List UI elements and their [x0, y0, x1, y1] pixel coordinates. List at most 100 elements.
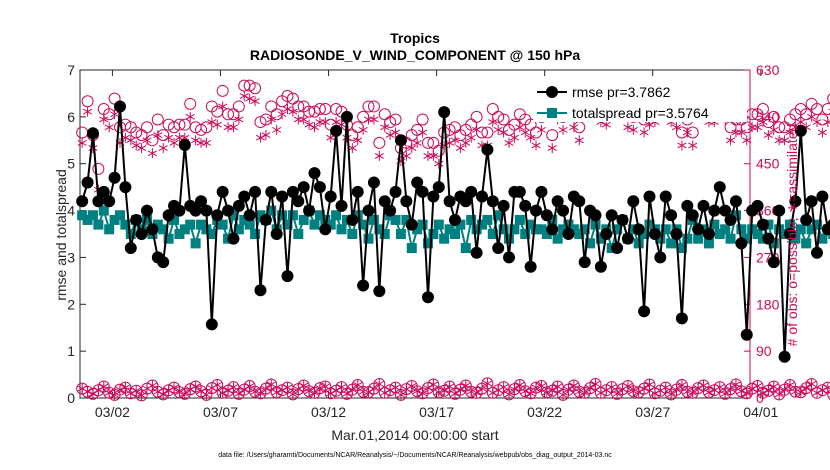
rmse-point	[476, 190, 488, 203]
assimilated-obs-point	[390, 382, 401, 393]
assimilated-obs-point	[639, 127, 649, 138]
rmse-point	[130, 213, 143, 226]
possible-obs-point	[416, 113, 429, 126]
assimilated-obs-point	[666, 389, 676, 400]
rmse-point	[783, 228, 796, 240]
chart-title: Tropics	[390, 30, 440, 46]
spread-point	[406, 243, 417, 254]
assimilated-obs-point	[245, 381, 255, 392]
rmse-point	[108, 171, 121, 184]
spread-point	[293, 229, 304, 239]
assimilated-obs-point	[455, 143, 465, 154]
rmse-point	[659, 190, 672, 203]
rmse-point	[97, 185, 110, 198]
assimilated-obs-point	[412, 137, 422, 148]
assimilated-obs-point	[417, 388, 428, 399]
assimilated-obs-point	[509, 384, 519, 395]
assimilated-obs-point	[380, 122, 390, 133]
assimilated-obs-point	[439, 385, 449, 396]
assimilated-obs-point	[677, 140, 687, 151]
rmse-point	[530, 204, 543, 217]
rmse-point	[76, 195, 89, 208]
assimilated-obs-point	[812, 117, 822, 128]
spread-point	[120, 219, 131, 230]
rmse-point	[162, 209, 175, 222]
rmse-point	[448, 213, 461, 226]
assimilated-obs-point	[671, 384, 682, 395]
possible-obs-point	[243, 79, 256, 92]
spread-point	[498, 224, 509, 235]
rmse-point	[265, 185, 278, 198]
rmse-point	[384, 204, 397, 217]
rmse-point	[270, 228, 283, 240]
assimilated-obs-point	[477, 383, 487, 394]
spread-point	[379, 229, 390, 239]
rmse-point	[238, 190, 251, 203]
rmse-point	[297, 181, 310, 194]
rmse-point	[546, 223, 559, 236]
assimilated-obs-point	[255, 388, 266, 399]
assimilated-obs-point	[542, 387, 552, 398]
assimilated-obs-point	[185, 111, 195, 122]
rmse-point	[103, 195, 116, 208]
spread-point	[217, 219, 228, 230]
assimilated-obs-point	[266, 114, 276, 125]
assimilated-obs-point	[158, 143, 168, 154]
rmse-point	[605, 209, 618, 222]
assimilated-obs-point	[299, 380, 309, 391]
possible-obs-point	[421, 136, 434, 149]
rmse-point	[308, 167, 321, 180]
rmse-point	[195, 195, 208, 208]
rmse-point	[330, 124, 343, 137]
assimilated-obs-point	[407, 381, 417, 392]
assimilated-obs-point	[785, 379, 795, 390]
possible-obs-point	[130, 126, 143, 139]
possible-obs-point	[373, 136, 386, 149]
rmse-point	[524, 260, 537, 273]
possible-obs-point	[173, 118, 186, 131]
assimilated-obs-point	[104, 387, 114, 398]
spread-point	[390, 214, 401, 225]
spread-point	[163, 233, 174, 244]
legend-label: rmse pr=3.7862	[572, 84, 671, 100]
spread-point	[709, 219, 720, 230]
rmse-point	[638, 305, 651, 318]
spread-point	[482, 214, 493, 225]
rmse-point	[643, 190, 656, 203]
spread-point	[812, 219, 822, 230]
rmse-point	[724, 213, 737, 226]
assimilated-obs-point	[736, 386, 746, 397]
spread-point	[87, 210, 98, 221]
assimilated-obs-point	[169, 137, 179, 148]
rmse-point	[573, 195, 586, 208]
assimilated-obs-point	[147, 148, 157, 159]
rmse-point	[578, 256, 591, 269]
x-tick-label: 03/12	[311, 404, 346, 420]
spread-point	[433, 219, 444, 230]
rmse-point	[492, 242, 505, 255]
rmse-point	[276, 190, 289, 203]
rmse-point	[773, 204, 786, 217]
spread-point	[331, 210, 342, 221]
spread-point	[244, 219, 255, 230]
rmse-point	[292, 195, 305, 208]
possible-obs-point	[470, 110, 483, 123]
rmse-point	[729, 195, 742, 208]
assimilated-obs-point	[585, 383, 595, 394]
assimilated-obs-point	[763, 385, 773, 396]
spread-point	[250, 229, 261, 239]
possible-obs-point	[384, 116, 397, 129]
assimilated-obs-point	[142, 135, 152, 146]
spread-point	[801, 238, 812, 249]
rmse-point	[811, 246, 823, 259]
rmse-point	[778, 350, 791, 363]
rmse-point	[432, 181, 445, 194]
rmse-point	[648, 228, 661, 240]
footnote: data file: /Users/gharamti/Documents/NCA…	[218, 452, 612, 459]
assimilated-obs-point	[736, 127, 746, 138]
rmse-point	[135, 228, 148, 240]
rmse-point	[86, 127, 99, 140]
spread-point	[682, 233, 693, 244]
x-tick-label: 03/02	[95, 404, 130, 420]
rmse-point	[789, 195, 802, 208]
